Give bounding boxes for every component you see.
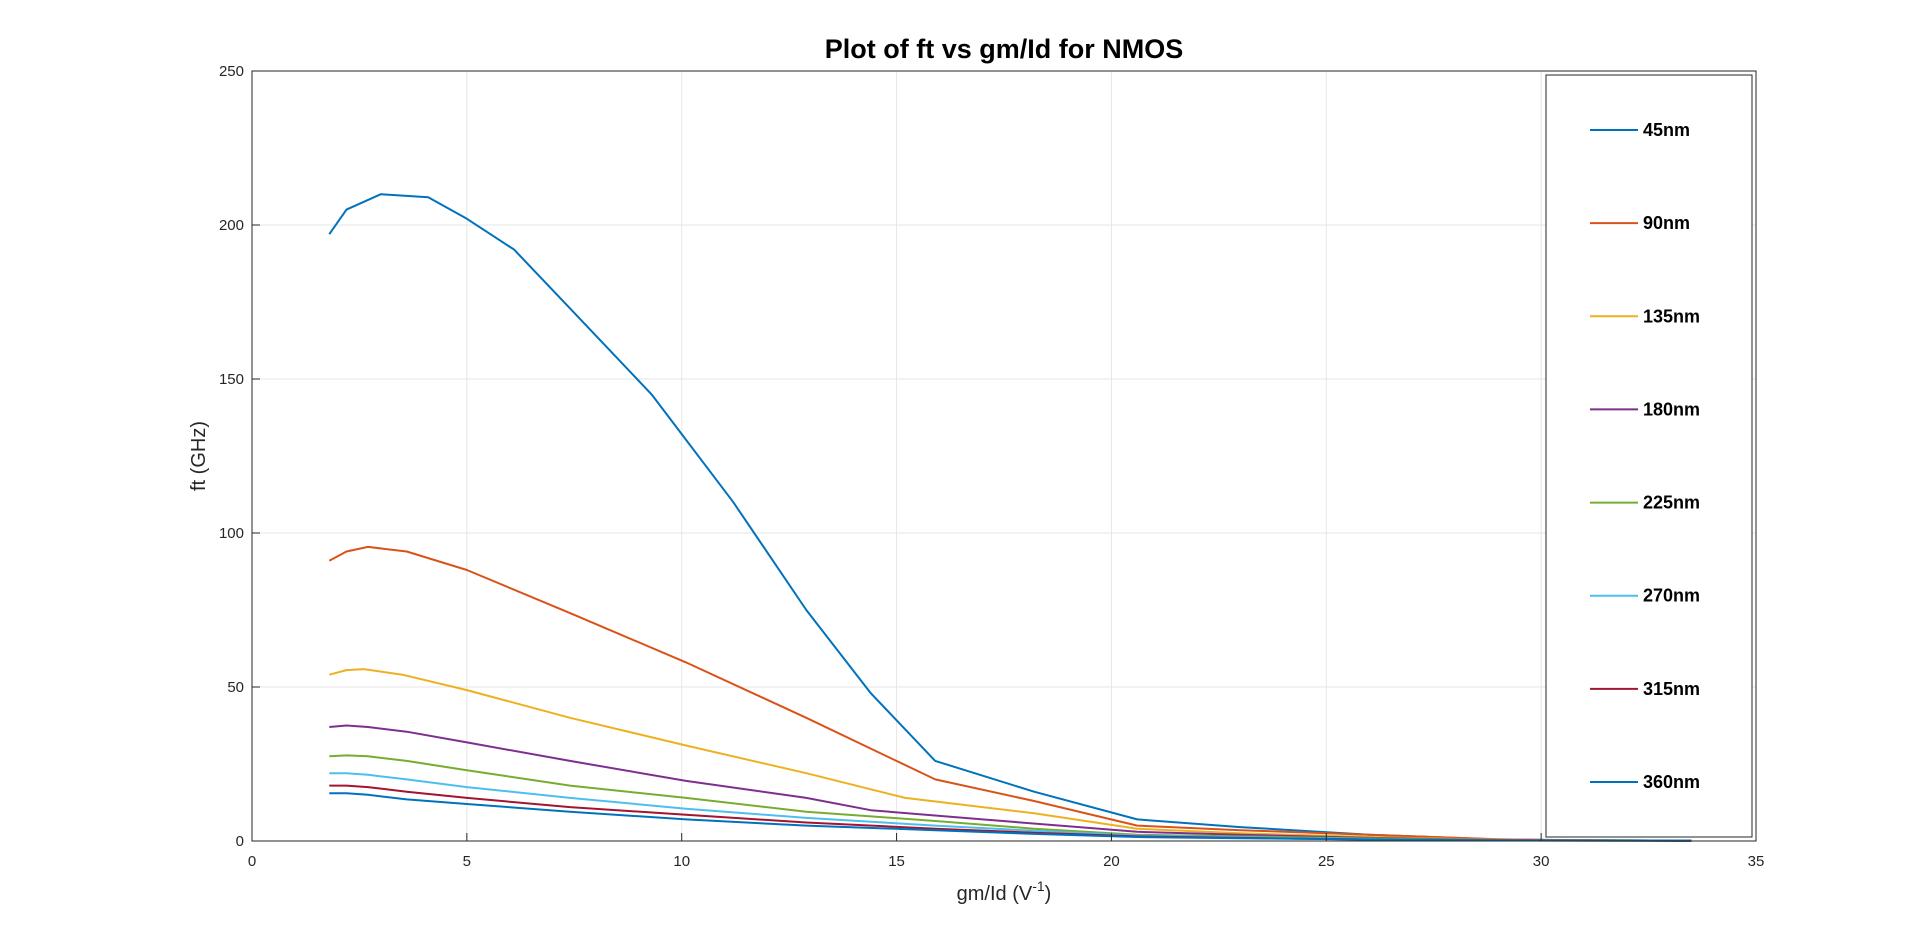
legend: 45nm 90nm 135nm 180nm 225nm 270nm 315nm 360nm bbox=[1545, 74, 1753, 838]
legend-label-45nm: 45nm bbox=[1643, 120, 1690, 140]
axes-background bbox=[252, 71, 1756, 841]
y-tick-label: 200 bbox=[219, 217, 244, 234]
x-axis-label: gm/Id (V-1) bbox=[957, 878, 1052, 905]
legend-label-180nm: 180nm bbox=[1643, 399, 1700, 419]
y-tick-label: 150 bbox=[219, 371, 244, 388]
x-axis: 0 5 10 15 20 25 30 35 bbox=[248, 833, 1765, 870]
x-tick-label: 0 bbox=[248, 853, 256, 870]
plot-area: 0 5 10 15 20 25 30 35 0 50 100 150 200 250 bbox=[219, 63, 1764, 870]
x-tick-label: 35 bbox=[1748, 853, 1765, 870]
legend-label-360nm: 360nm bbox=[1643, 772, 1700, 792]
y-tick-label: 250 bbox=[219, 63, 244, 80]
y-tick-label: 100 bbox=[219, 525, 244, 542]
legend-label-135nm: 135nm bbox=[1643, 306, 1700, 326]
y-axis: 0 50 100 150 200 250 bbox=[219, 63, 260, 850]
chart-title: Plot of ft vs gm/Id for NMOS bbox=[825, 34, 1184, 64]
x-axis-label-close: ) bbox=[1045, 883, 1052, 905]
x-tick-label: 25 bbox=[1318, 853, 1335, 870]
x-tick-label: 30 bbox=[1533, 853, 1550, 870]
x-tick-label: 10 bbox=[673, 853, 690, 870]
legend-box bbox=[1545, 74, 1753, 838]
x-axis-label-base: gm/Id (V bbox=[957, 883, 1033, 905]
x-axis-label-superscript: -1 bbox=[1032, 878, 1045, 894]
legend-label-225nm: 225nm bbox=[1643, 493, 1700, 513]
legend-label-90nm: 90nm bbox=[1643, 213, 1690, 233]
x-tick-label: 20 bbox=[1103, 853, 1120, 870]
y-axis-label: ft (GHz) bbox=[188, 421, 210, 491]
x-tick-label: 15 bbox=[888, 853, 905, 870]
y-tick-label: 50 bbox=[227, 679, 244, 696]
y-tick-label: 0 bbox=[236, 833, 244, 850]
axes-box bbox=[251, 70, 1757, 842]
series-line-90nm bbox=[328, 545, 1692, 842]
legend-label-315nm: 315nm bbox=[1643, 679, 1700, 699]
legend-label-270nm: 270nm bbox=[1643, 586, 1700, 606]
x-tick-label: 5 bbox=[463, 853, 471, 870]
